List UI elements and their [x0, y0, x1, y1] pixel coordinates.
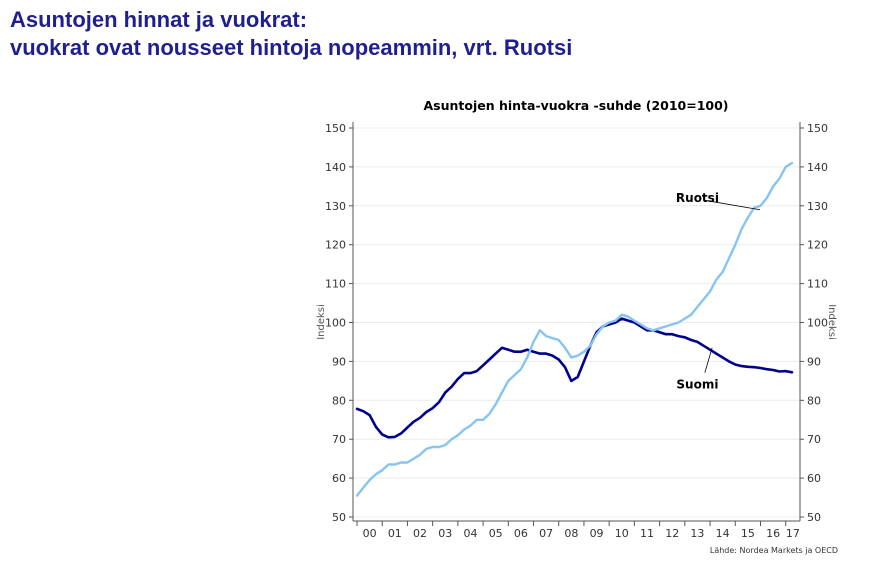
y-tick-label-left: 60 — [332, 472, 346, 485]
annotation-label-ruotsi: Ruotsi — [676, 191, 719, 205]
annotations: Ruotsi Suomi — [676, 191, 761, 392]
x-tick-label: 02 — [413, 527, 427, 540]
x-tick-label: 14 — [716, 527, 730, 540]
annotation-leader-ruotsi — [704, 199, 761, 211]
x-tick-label: 00 — [363, 527, 377, 540]
y-tick-label-right: 140 — [807, 161, 828, 174]
y-tick-label-left: 90 — [332, 355, 346, 368]
y-tick-label-right: 110 — [807, 278, 828, 291]
y-tick-label-right: 150 — [807, 122, 828, 135]
series-line-suomi — [355, 317, 794, 439]
x-tick-label: 07 — [539, 527, 553, 540]
y-tick-label-right: 90 — [807, 355, 821, 368]
x-tick-label: 01 — [388, 527, 402, 540]
y-tick-label-left: 120 — [325, 239, 346, 252]
y-tick-label-left: 100 — [325, 317, 346, 330]
x-tick-label: 11 — [640, 527, 654, 540]
y-tick-label-left: 110 — [325, 278, 346, 291]
x-tick-label: 12 — [665, 527, 679, 540]
y-tick-label-left: 130 — [325, 200, 346, 213]
slide-title-line-1: Asuntojen hinnat ja vuokrat: — [10, 7, 308, 32]
grid — [353, 127, 800, 518]
y-tick-label-left: 80 — [332, 394, 346, 407]
x-tick-label: 16 — [766, 527, 780, 540]
series-line-ruotsi — [355, 161, 794, 497]
y-tick-label-right: 80 — [807, 394, 821, 407]
annotation-label-suomi: Suomi — [676, 378, 718, 392]
y-tick-label-right: 120 — [807, 239, 828, 252]
x-tick-label: 17 — [786, 527, 800, 540]
x-tick-label: 09 — [590, 527, 604, 540]
y-tick-label-left: 140 — [325, 161, 346, 174]
y-tick-label-right: 100 — [807, 317, 828, 330]
source-note: Lähde: Nordea Markets ja OECD — [710, 546, 838, 555]
slide-title: Asuntojen hinnat ja vuokrat: vuokrat ova… — [10, 6, 860, 62]
x-tick-label: 04 — [463, 527, 477, 540]
y-tick-label-right: 50 — [807, 511, 821, 524]
x-tick-label: 05 — [489, 527, 503, 540]
y-axis-title-left: Indeksi — [316, 304, 327, 340]
y-axis-title-right: Indeksi — [826, 304, 837, 340]
chart-title: Asuntojen hinta-vuokra -suhde (2010=100) — [423, 98, 728, 113]
y-tick-label-left: 150 — [325, 122, 346, 135]
x-tick-label: 06 — [514, 527, 528, 540]
x-tick-label: 08 — [564, 527, 578, 540]
y-tick-label-right: 130 — [807, 200, 828, 213]
x-tick-label: 10 — [615, 527, 629, 540]
y-tick-label-left: 70 — [332, 433, 346, 446]
y-tick-label-right: 70 — [807, 433, 821, 446]
x-tick-label: 03 — [438, 527, 452, 540]
x-tick-label: 15 — [741, 527, 755, 540]
series-lines — [355, 161, 794, 497]
y-tick-label-left: 50 — [332, 511, 346, 524]
slide-title-line-2: vuokrat ovat nousseet hintoja nopeammin,… — [10, 35, 573, 60]
annotation-leader-suomi — [704, 347, 713, 373]
x-tick-label: 13 — [690, 527, 704, 540]
y-tick-label-right: 60 — [807, 472, 821, 485]
